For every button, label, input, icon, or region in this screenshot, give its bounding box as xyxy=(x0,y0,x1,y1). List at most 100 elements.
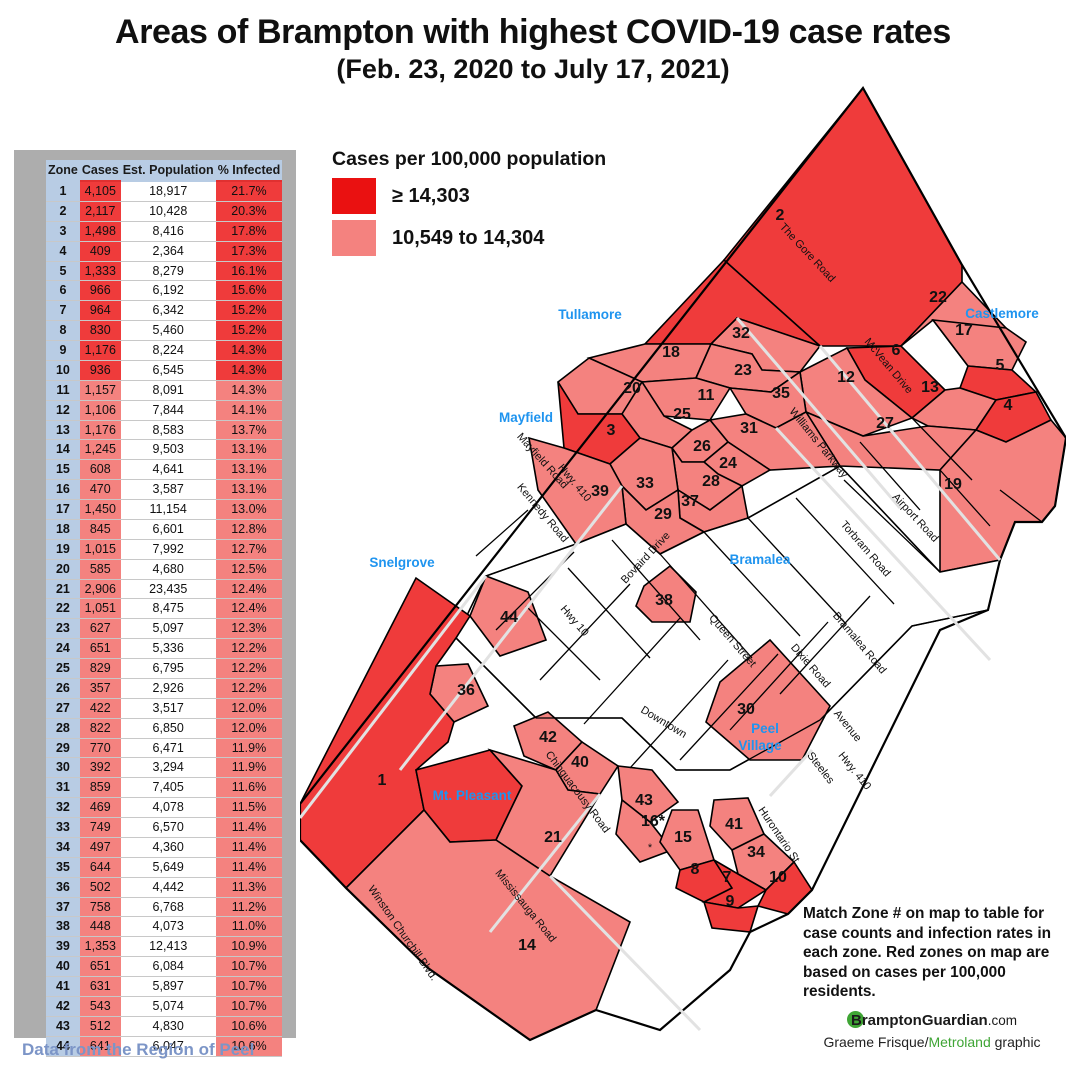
credit-suffix: graphic xyxy=(990,1033,1041,1050)
cell-zone: 14 xyxy=(46,439,80,461)
table-row: 37 758 6,768 11.2% xyxy=(46,897,283,918)
cell-zone: 19 xyxy=(46,539,80,560)
cell-zone: 20 xyxy=(46,559,80,580)
cell-pct-infected: 10.7% xyxy=(215,976,283,997)
map-place-label-bramalea: Bramalea xyxy=(730,552,791,567)
map-zone-21[interactable] xyxy=(487,748,602,878)
table-row: 11 1,157 8,091 14.3% xyxy=(46,380,283,401)
table-row: 19 1,015 7,992 12.7% xyxy=(46,539,283,560)
table-row: 24 651 5,336 12.2% xyxy=(46,638,283,659)
cell-pct-infected: 14.3% xyxy=(215,340,283,361)
cell-pct-infected: 11.9% xyxy=(215,757,283,779)
map-zone-label-43: 43 xyxy=(635,792,653,809)
map-zone-label-10: 10 xyxy=(769,869,787,886)
map-zone-label-5: 5 xyxy=(996,357,1005,374)
table-row: 7 964 6,342 15.2% xyxy=(46,300,283,322)
map-place-label-mt--pleasant: Mt. Pleasant xyxy=(433,788,512,803)
cell-cases: 4,105 xyxy=(79,181,121,202)
map-road-label-21: * xyxy=(648,842,653,854)
cell-pct-infected: 20.3% xyxy=(215,201,283,222)
table-row: 30 392 3,294 11.9% xyxy=(46,757,283,779)
cell-zone: 43 xyxy=(46,1016,80,1037)
map-road-lines xyxy=(300,317,1002,1032)
page-subtitle: (Feb. 23, 2020 to July 17, 2021) xyxy=(336,53,730,84)
cell-zone: 35 xyxy=(46,857,80,878)
map-zone-label-20: 20 xyxy=(623,380,641,397)
map-zone-label-26: 26 xyxy=(693,438,711,455)
table-row: 34 497 4,360 11.4% xyxy=(46,837,283,858)
cell-cases: 830 xyxy=(79,320,121,341)
map-zone-label-25: 25 xyxy=(673,406,691,423)
cell-pct-infected: 11.2% xyxy=(215,897,283,918)
cell-cases: 1,106 xyxy=(79,400,121,421)
col-header-cases: Cases xyxy=(79,160,121,182)
cell-zone: 29 xyxy=(46,738,80,759)
cell-zone: 13 xyxy=(46,420,80,441)
table-row: 4 409 2,364 17.3% xyxy=(46,241,283,262)
map-zone-label-33: 33 xyxy=(636,475,654,492)
map-zone-label-6: 6 xyxy=(892,342,901,359)
cell-population: 6,545 xyxy=(120,360,216,381)
cell-pct-infected: 15.2% xyxy=(215,300,283,322)
table-row: 40 651 6,084 10.7% xyxy=(46,956,283,977)
map-zone-44[interactable] xyxy=(469,574,548,657)
cell-pct-infected: 17.3% xyxy=(215,241,283,262)
cell-pct-infected: 12.4% xyxy=(215,598,283,620)
table-row: 21 2,906 23,435 12.4% xyxy=(46,579,283,600)
credit-author: Graeme Frisque/ xyxy=(823,1033,929,1050)
cell-pct-infected: 12.5% xyxy=(215,559,283,580)
map-zone-9[interactable] xyxy=(702,900,760,933)
cell-cases: 502 xyxy=(79,877,121,898)
map-zone-label-42: 42 xyxy=(539,729,557,746)
map-zone-14[interactable] xyxy=(344,808,631,1041)
cell-population: 8,224 xyxy=(120,340,216,361)
cell-zone: 34 xyxy=(46,837,80,858)
map-place-label-peel: Peel xyxy=(751,721,779,736)
table-row: 5 1,333 8,279 16.1% xyxy=(46,261,283,282)
cell-population: 7,405 xyxy=(120,777,216,799)
cell-cases: 651 xyxy=(79,956,121,977)
cell-zone: 10 xyxy=(46,360,80,381)
cell-zone: 42 xyxy=(46,996,80,1017)
brampton-choropleth-map: The Gore Road McVean Drive Williams Parkwa… xyxy=(300,70,1066,1070)
cell-cases: 2,906 xyxy=(79,579,121,600)
map-zone-label-41: 41 xyxy=(725,816,743,833)
table-row: 32 469 4,078 11.5% xyxy=(46,797,283,818)
col-header-pct-infected: % Infected xyxy=(215,160,283,182)
cell-zone: 6 xyxy=(46,280,80,302)
legend-swatch-low xyxy=(332,220,376,256)
cell-zone: 41 xyxy=(46,976,80,997)
cell-zone: 22 xyxy=(46,598,80,620)
cell-cases: 829 xyxy=(79,658,121,679)
cell-cases: 936 xyxy=(79,360,121,381)
cell-population: 4,830 xyxy=(120,1016,216,1037)
table-row: 14 1,245 9,503 13.1% xyxy=(46,439,283,461)
table-source-note: Data from the Region of Peel xyxy=(22,1040,255,1059)
map-zone-39[interactable] xyxy=(527,436,627,545)
map-caption-text: Match Zone # on map to table for case co… xyxy=(803,905,1052,1001)
cell-cases: 1,157 xyxy=(79,380,121,401)
credit-metroland: Metroland xyxy=(928,1033,991,1050)
map-zone-16[interactable] xyxy=(615,798,674,863)
map-zone-label-15: 15 xyxy=(674,829,692,846)
cell-population: 6,850 xyxy=(120,718,216,739)
cell-population: 6,342 xyxy=(120,300,216,322)
table-row: 10 936 6,545 14.3% xyxy=(46,360,283,381)
cell-cases: 1,015 xyxy=(79,539,121,560)
cell-population: 6,192 xyxy=(120,280,216,302)
cell-cases: 1,176 xyxy=(79,420,121,441)
map-zone-label-3: 3 xyxy=(607,422,616,439)
zone-table-body: 1 4,105 18,917 21.7% 2 2,117 10,428 20.3% 3 1,498… xyxy=(46,181,283,1057)
cell-cases: 641 xyxy=(79,1036,121,1057)
map-zone-label-32: 32 xyxy=(732,325,750,342)
cell-cases: 845 xyxy=(79,519,121,540)
table-row: 23 627 5,097 12.3% xyxy=(46,618,283,640)
cell-zone: 3 xyxy=(46,221,80,242)
map-zone-17[interactable] xyxy=(931,319,1028,371)
brand-domain-suffix: .com xyxy=(987,1012,1017,1028)
map-zone-label-12: 12 xyxy=(837,369,855,386)
map-zone-label-38: 38 xyxy=(655,592,673,609)
map-road-label-15: Steeles xyxy=(804,750,836,787)
col-header-zone: Zone xyxy=(46,160,80,182)
